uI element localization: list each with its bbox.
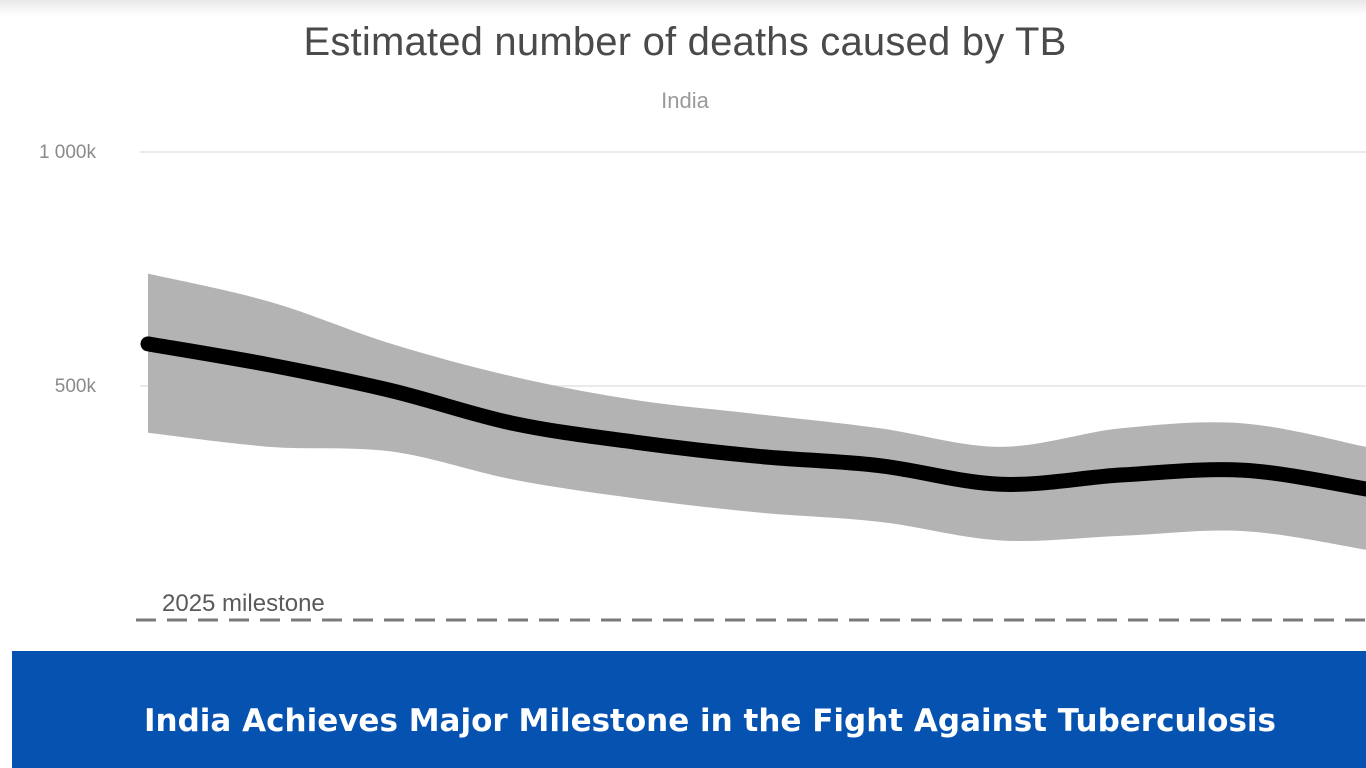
y-tick-label: 500k <box>55 376 97 397</box>
uncertainty-band-area <box>148 273 1366 550</box>
deaths-series <box>140 336 1366 497</box>
chart-title: Estimated number of deaths caused by TB <box>303 20 1067 64</box>
y-axis-ticks: 1 000k 500k <box>39 142 97 397</box>
top-edge-shading <box>0 0 1366 16</box>
uncertainty-band <box>148 273 1366 550</box>
chart-subtitle: India <box>661 88 709 113</box>
milestone-reference: 2025 milestone <box>136 590 1366 622</box>
tb-deaths-chart: 2025 milestone 1 000k 500k <box>39 142 1366 622</box>
headline-text: India Achieves Major Milestone in the Fi… <box>144 703 1276 739</box>
milestone-label: 2025 milestone <box>162 590 325 617</box>
y-tick-label: 1 000k <box>39 142 97 163</box>
headline-banner: India Achieves Major Milestone in the Fi… <box>12 651 1366 768</box>
